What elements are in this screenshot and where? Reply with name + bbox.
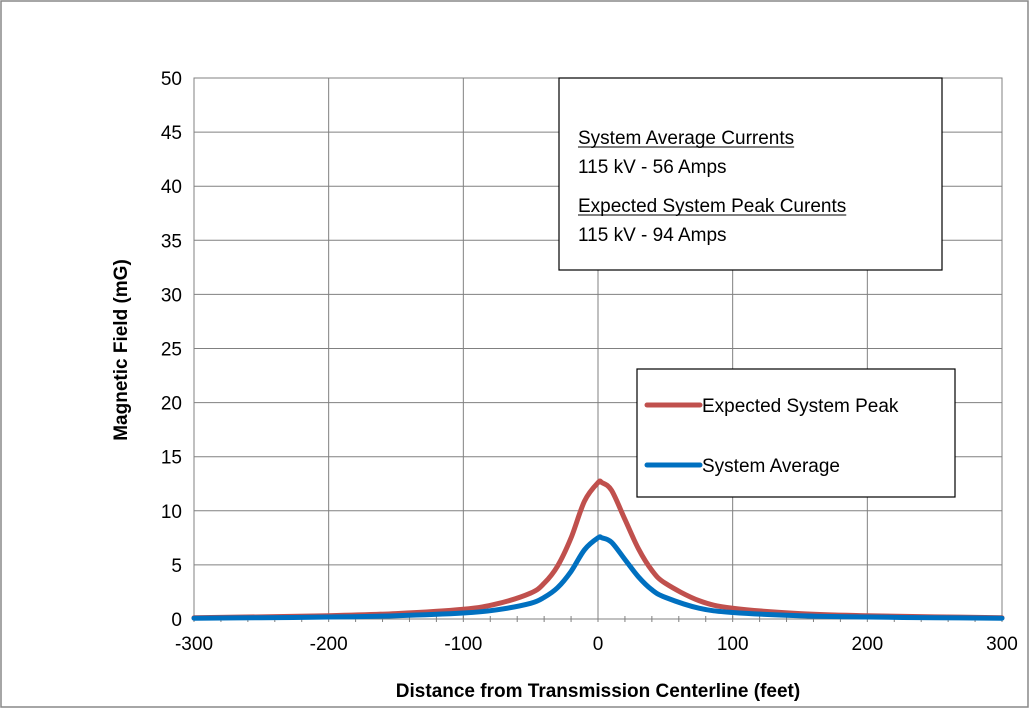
y-tick-label: 5: [171, 556, 182, 577]
annotation-box: System Average Currents 115 kV - 56 Amps…: [558, 77, 943, 271]
series-line-system-average: [191, 534, 1005, 621]
legend-frame: [636, 368, 956, 498]
y-tick-label: 30: [161, 285, 182, 306]
legend-label-expected-peak: Expected System Peak: [702, 396, 899, 417]
y-tick-label: 50: [161, 69, 182, 90]
y-tick-label: 20: [161, 394, 182, 415]
series-line-expected-peak: [191, 478, 1005, 621]
x-tick-label: 0: [593, 634, 604, 655]
x-axis-title: Distance from Transmission Centerline (f…: [396, 681, 800, 702]
y-axis-title: Magnetic Field (mG): [111, 259, 132, 441]
y-tick-label: 0: [171, 610, 182, 631]
annotation-frame: [558, 77, 943, 271]
y-tick-label: 45: [161, 123, 182, 144]
y-axis: 0 5 10 15 20 25 30 35 40 45 50: [161, 69, 182, 631]
y-tick-label: 10: [161, 502, 182, 523]
x-tick-label: -300: [175, 634, 213, 655]
x-tick-label: -200: [310, 634, 348, 655]
y-tick-label: 40: [161, 177, 182, 198]
x-tick-label: -100: [444, 634, 482, 655]
legend-label-system-average: System Average: [702, 456, 840, 477]
annotation-heading-average: System Average Currents: [578, 128, 794, 149]
annotation-line-average: 115 kV - 56 Amps: [578, 157, 727, 178]
annotation-line-peak: 115 kV - 94 Amps: [578, 225, 727, 246]
x-tick-label: 200: [851, 634, 883, 655]
data-series: [191, 478, 1005, 621]
x-tick-label: 300: [986, 634, 1018, 655]
annotation-heading-peak: Expected System Peak Curents: [578, 196, 846, 217]
y-tick-label: 15: [161, 448, 182, 469]
y-tick-label: 35: [161, 231, 182, 252]
x-axis: -300 -200 -100 0 100 200 300: [175, 616, 1018, 655]
y-tick-label: 25: [161, 340, 182, 361]
x-tick-label: 100: [717, 634, 749, 655]
legend: Expected System Peak System Average: [636, 368, 956, 498]
